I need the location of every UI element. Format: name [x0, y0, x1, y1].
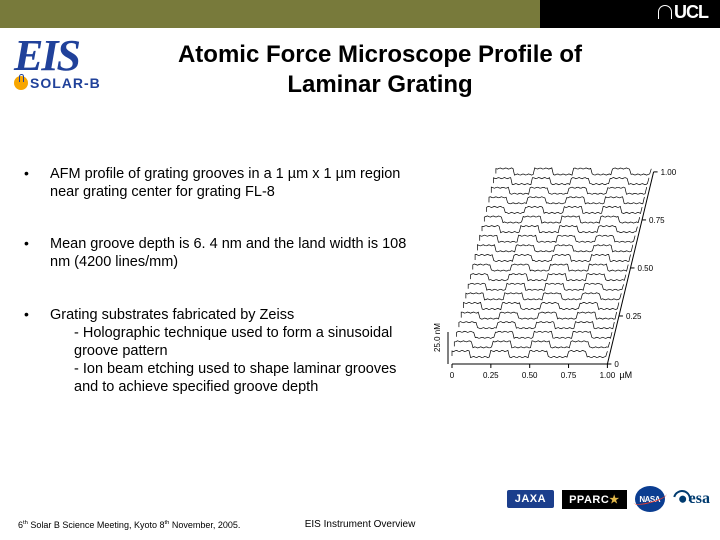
top-bar: UCL	[0, 0, 720, 28]
footer-center: EIS Instrument Overview	[305, 519, 416, 530]
list-item: Grating substrates fabricated by Zeiss- …	[20, 306, 420, 397]
footer-left: 6th Solar B Science Meeting, Kyoto 8th N…	[18, 520, 240, 530]
pparc-logo: PPARC★	[562, 490, 627, 509]
page-title: Atomic Force Microscope Profile of Lamin…	[150, 40, 610, 100]
esa-logo: esa	[673, 490, 710, 508]
svg-text:0.75: 0.75	[561, 371, 577, 380]
star-icon: ★	[609, 494, 619, 506]
top-bar-right: UCL	[540, 0, 720, 28]
sun-icon	[14, 76, 28, 90]
svg-text:25.0 nM: 25.0 nM	[433, 323, 442, 352]
svg-text:0.75: 0.75	[649, 216, 665, 225]
jaxa-logo: JAXA	[507, 490, 554, 508]
ucl-text: UCL	[674, 2, 708, 22]
afm-profile-plot: 00.250.500.751.0000.250.500.751.00µM25.0…	[424, 130, 692, 390]
solarb-text: SOLAR-B	[14, 75, 124, 91]
svg-text:0.50: 0.50	[638, 264, 654, 273]
svg-text:1.00: 1.00	[661, 168, 677, 177]
svg-text:1.00: 1.00	[600, 371, 616, 380]
list-item: AFM profile of grating grooves in a 1 µm…	[20, 165, 420, 201]
bullet-list: AFM profile of grating grooves in a 1 µm…	[20, 165, 420, 430]
list-item: Mean groove depth is 6. 4 nm and the lan…	[20, 235, 420, 271]
ucl-dome-icon	[658, 5, 672, 19]
svg-text:0.25: 0.25	[483, 371, 499, 380]
svg-text:0: 0	[450, 371, 455, 380]
ucl-logo: UCL	[658, 2, 708, 23]
footer-logos: JAXA PPARC★ NASA esa	[507, 486, 710, 512]
svg-text:0.50: 0.50	[522, 371, 538, 380]
svg-text:0: 0	[614, 360, 619, 369]
nasa-logo: NASA	[635, 486, 665, 512]
svg-text:0.25: 0.25	[626, 312, 642, 321]
eis-text: EIS	[14, 38, 124, 73]
eis-solarb-logo: EIS SOLAR-B	[14, 38, 124, 91]
svg-text:µM: µM	[619, 370, 632, 380]
